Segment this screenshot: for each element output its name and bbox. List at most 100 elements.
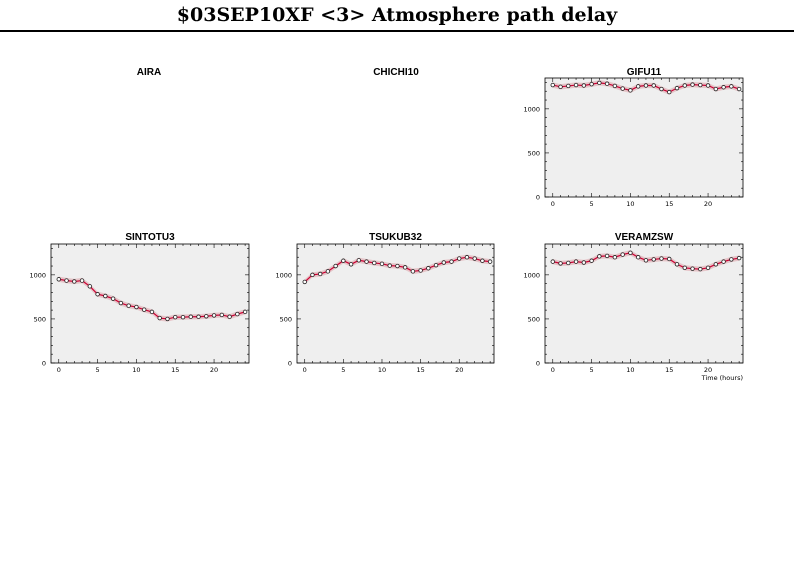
data-point bbox=[157, 315, 162, 321]
data-point bbox=[134, 304, 139, 310]
data-point bbox=[379, 261, 385, 267]
y-tick-label: 1000 bbox=[523, 271, 540, 279]
data-point bbox=[204, 314, 209, 319]
x-tick-label: 15 bbox=[416, 366, 424, 374]
data-point bbox=[635, 255, 641, 260]
data-point bbox=[643, 258, 649, 263]
x-tick-label: 15 bbox=[171, 366, 179, 374]
x-axis-label: Time (hours) bbox=[701, 374, 743, 382]
y-tick-label: 0 bbox=[536, 360, 540, 368]
data-point bbox=[729, 84, 734, 89]
title-rule bbox=[0, 30, 794, 32]
data-point bbox=[651, 257, 656, 262]
data-point bbox=[149, 309, 155, 315]
data-point bbox=[628, 250, 633, 256]
data-point bbox=[558, 261, 563, 266]
x-tick-label: 5 bbox=[590, 366, 594, 374]
plot-frame bbox=[50, 243, 250, 364]
data-point bbox=[188, 314, 193, 319]
x-tick-label: 20 bbox=[455, 366, 463, 374]
y-tick-label: 0 bbox=[288, 360, 292, 368]
y-tick-label: 500 bbox=[528, 315, 540, 323]
data-point bbox=[180, 314, 186, 320]
data-point bbox=[573, 259, 579, 264]
data-point bbox=[472, 256, 477, 261]
data-point bbox=[620, 252, 625, 257]
data-point bbox=[242, 309, 248, 315]
data-point bbox=[126, 303, 131, 308]
x-tick-label: 15 bbox=[665, 200, 673, 208]
panel-title: GIFU11 bbox=[627, 67, 662, 78]
data-point bbox=[87, 284, 93, 289]
data-point bbox=[418, 268, 423, 273]
data-point bbox=[433, 262, 439, 268]
data-point bbox=[659, 256, 664, 261]
data-point bbox=[558, 84, 563, 90]
data-point bbox=[372, 260, 377, 266]
x-tick-label: 5 bbox=[96, 366, 100, 374]
data-point bbox=[333, 263, 338, 269]
data-point bbox=[79, 278, 85, 283]
data-point bbox=[72, 279, 77, 284]
data-point bbox=[56, 277, 61, 282]
data-point bbox=[310, 272, 315, 278]
x-tick-label: 15 bbox=[665, 366, 673, 374]
data-point bbox=[690, 266, 695, 271]
data-point bbox=[581, 260, 587, 265]
panel-title: SINTOTU3 bbox=[125, 232, 175, 243]
x-tick-label: 0 bbox=[551, 366, 555, 374]
data-point bbox=[341, 258, 346, 263]
y-tick-label: 0 bbox=[536, 194, 540, 202]
data-point bbox=[589, 258, 594, 263]
data-point bbox=[227, 314, 232, 319]
data-point bbox=[635, 84, 641, 89]
x-tick-label: 10 bbox=[626, 366, 634, 374]
data-point bbox=[118, 300, 124, 306]
y-tick-label: 0 bbox=[42, 360, 46, 368]
data-point bbox=[302, 279, 307, 285]
x-tick-label: 0 bbox=[551, 200, 555, 208]
data-point bbox=[721, 259, 726, 264]
y-tick-label: 1000 bbox=[29, 271, 46, 279]
y-tick-label: 500 bbox=[34, 315, 46, 323]
panel-title: TSUKUB32 bbox=[369, 232, 422, 243]
data-point bbox=[612, 83, 618, 89]
data-point bbox=[64, 278, 69, 283]
data-point bbox=[597, 254, 602, 259]
x-tick-label: 20 bbox=[704, 366, 712, 374]
data-point bbox=[589, 81, 594, 87]
data-point bbox=[449, 259, 454, 264]
data-point bbox=[705, 83, 711, 88]
plot-frame bbox=[544, 243, 744, 364]
data-point bbox=[628, 88, 633, 93]
panel-title: VERAMZSW bbox=[615, 232, 674, 243]
data-point bbox=[682, 265, 687, 270]
data-point bbox=[364, 259, 369, 264]
data-point bbox=[667, 256, 672, 262]
data-point bbox=[110, 296, 116, 301]
x-tick-label: 10 bbox=[626, 200, 634, 208]
y-tick-label: 500 bbox=[280, 315, 292, 323]
data-point bbox=[604, 253, 610, 259]
data-point bbox=[356, 258, 362, 263]
data-point bbox=[659, 86, 664, 92]
data-point bbox=[219, 312, 225, 318]
y-tick-label: 1000 bbox=[275, 271, 292, 279]
data-point bbox=[480, 258, 485, 263]
data-point bbox=[604, 81, 610, 86]
data-point bbox=[566, 83, 571, 89]
panel-title: AIRA bbox=[137, 67, 161, 78]
data-point bbox=[426, 266, 431, 271]
x-tick-label: 5 bbox=[341, 366, 345, 374]
x-tick-label: 20 bbox=[210, 366, 218, 374]
data-point bbox=[674, 262, 680, 267]
panel-aira: AIRA bbox=[137, 67, 161, 78]
plot-background bbox=[545, 78, 743, 197]
data-point bbox=[141, 307, 147, 312]
plot-frame bbox=[544, 77, 744, 198]
plot-frame bbox=[296, 243, 495, 364]
data-point bbox=[395, 263, 400, 269]
plot-background bbox=[51, 244, 249, 363]
data-point bbox=[457, 256, 462, 261]
